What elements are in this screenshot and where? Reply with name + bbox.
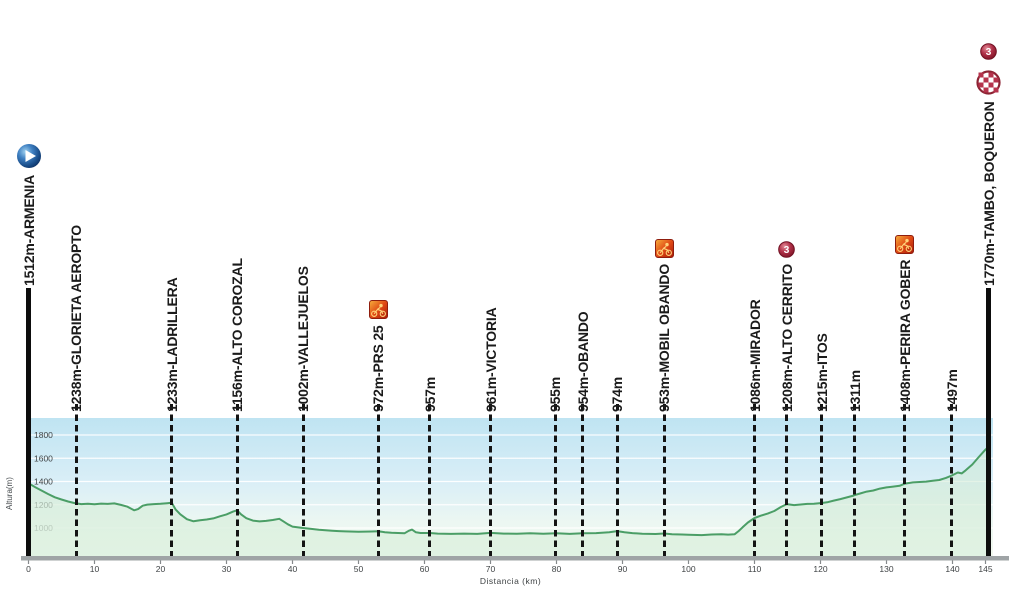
waypoint-label: 1156m-ALTO COROZAL xyxy=(229,258,246,412)
waypoint-label: 1497m xyxy=(943,369,960,412)
waypoint-label: 953m-MOBIL OBANDO xyxy=(656,263,673,412)
start-line xyxy=(26,288,31,556)
x-tick-label: 40 xyxy=(287,564,298,574)
waypoint-dashed-line xyxy=(489,404,492,556)
waypoint-label: 1086m-MIRADOR xyxy=(746,299,763,412)
elevation-area xyxy=(28,446,989,557)
waypoint-label: 972m-PRS 25 xyxy=(370,325,387,412)
waypoint-dashed-line xyxy=(950,404,954,556)
waypoint-dashed-line xyxy=(820,404,824,556)
x-tick-label: 140 xyxy=(945,564,960,574)
waypoint-label: 1512m-ARMENIA xyxy=(20,175,37,286)
finish-line xyxy=(986,288,992,556)
waypoint-label: 1311m xyxy=(846,370,863,412)
waypoint-label: 1770m-TAMBO, BOQUERON xyxy=(980,101,997,286)
svg-text:3: 3 xyxy=(986,47,992,58)
category-3-climb-icon: 3 xyxy=(980,43,998,60)
waypoint-label: 957m xyxy=(421,376,438,412)
waypoint-label: 1233m-LADRILLERA xyxy=(163,277,180,413)
kom-cyclist-icon xyxy=(368,300,388,319)
waypoint-label: 1208m-ALTO CERRITO xyxy=(778,263,795,412)
x-tick-label: 110 xyxy=(747,564,762,574)
waypoint-dashed-line xyxy=(662,404,666,556)
finish-checker-icon xyxy=(976,70,1001,95)
y-tick-label: 1600 xyxy=(34,453,53,463)
x-tick-label: 10 xyxy=(89,564,100,574)
waypoint-label: 1002m-VALLEJUELOS xyxy=(295,266,312,412)
waypoint-dashed-line xyxy=(74,404,78,556)
waypoint-label: 1238m-GLORIETA AEROPTO xyxy=(68,225,85,412)
x-tick-label: 145 xyxy=(978,564,993,574)
x-tick-label: 70 xyxy=(485,564,496,574)
waypoint-label: 961m-VICTORIA xyxy=(482,307,499,412)
waypoint-dashed-line xyxy=(853,404,857,556)
x-tick-label: 50 xyxy=(353,564,364,574)
start-play-icon xyxy=(16,143,42,169)
x-tick-label: 120 xyxy=(813,564,828,574)
waypoint-dashed-line xyxy=(428,404,432,556)
y-tick-label: 1800 xyxy=(34,430,53,440)
svg-text:3: 3 xyxy=(784,245,790,256)
x-tick-label: 80 xyxy=(551,564,562,574)
waypoint-dashed-line xyxy=(376,404,380,556)
x-tick-label: 90 xyxy=(617,564,628,574)
waypoint-label: 955m xyxy=(547,376,564,412)
waypoint-label: 954m-OBANDO xyxy=(574,311,591,413)
waypoint-dashed-line xyxy=(753,404,756,556)
elevation-plot: 10001200140016001800 xyxy=(21,418,1009,564)
waypoint-dashed-line xyxy=(553,404,557,556)
x-tick-label: 60 xyxy=(419,564,430,574)
waypoint-dashed-line xyxy=(903,404,907,556)
waypoint-dashed-line xyxy=(785,404,789,556)
category-3-climb-icon: 3 xyxy=(778,241,796,258)
x-tick-label: 130 xyxy=(879,564,894,574)
kom-cyclist-icon xyxy=(654,239,674,258)
x-tick-label: 30 xyxy=(221,564,232,574)
y-tick-label: 1400 xyxy=(34,477,53,487)
kom-cyclist-icon xyxy=(895,235,915,254)
waypoint-dashed-line xyxy=(170,404,174,556)
x-axis-title: Distancia (km) xyxy=(479,576,542,586)
waypoint-dashed-line xyxy=(235,404,239,556)
x-tick-label: 0 xyxy=(26,564,31,574)
y-axis-title: Altura(m) xyxy=(5,477,14,510)
x-tick-label: 100 xyxy=(681,564,696,574)
waypoint-label: 1408m-PERIRA GOBER xyxy=(896,259,913,412)
waypoint-dashed-line xyxy=(615,404,619,556)
waypoint-label: 1215m-ITOS xyxy=(813,333,830,412)
x-axis-line xyxy=(21,556,1009,561)
x-tick-label: 20 xyxy=(155,564,166,574)
waypoint-label: 974m xyxy=(609,376,626,412)
waypoint-dashed-line xyxy=(581,404,585,556)
waypoint-dashed-line xyxy=(301,404,305,556)
